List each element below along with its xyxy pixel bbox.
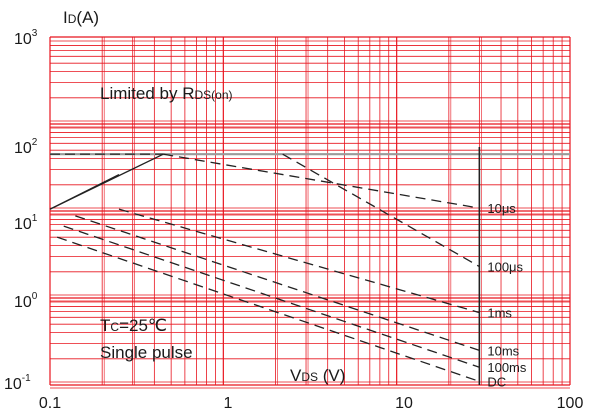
single-pulse-annotation: Single pulse [100, 343, 193, 362]
curve-label: 1ms [487, 306, 512, 321]
y-tick-label-0-1: 10-1 [4, 373, 31, 393]
curve-100ms [63, 225, 480, 368]
y-tick-label-1: 100 [14, 291, 38, 311]
curve-label: 10μs [487, 201, 516, 216]
curve-label: DC [487, 374, 506, 389]
y-tick-label-10: 101 [14, 213, 38, 233]
curve-10μs [163, 153, 480, 209]
y-axis-label: ID(A) [63, 8, 99, 27]
curve-label: 10ms [487, 343, 519, 358]
x-tick-label-0-1: 0.1 [39, 395, 61, 412]
y-tick-label-1000: 103 [14, 28, 38, 48]
x-tick-label-1: 1 [224, 395, 233, 412]
rds-on-annotation: Limited by RDS(on) [100, 84, 233, 103]
x-tick-label-100: 100 [557, 395, 584, 412]
y-tick-label-100: 102 [14, 137, 38, 157]
curve-DC [56, 236, 480, 383]
curve-1ms [118, 208, 480, 314]
curve-10ms [75, 215, 480, 351]
pulse-curves [56, 153, 480, 383]
x-tick-label-10: 10 [395, 395, 413, 412]
curve-label: 100μs [487, 260, 523, 275]
curve-100μs [282, 153, 480, 268]
rds-on-limit-line [49, 173, 120, 210]
grid-lines [49, 36, 571, 389]
x-axis-label: VDS (V) [290, 366, 345, 385]
curve-label: 100ms [487, 360, 527, 375]
case-temperature-annotation: TC=25℃ [100, 316, 167, 335]
